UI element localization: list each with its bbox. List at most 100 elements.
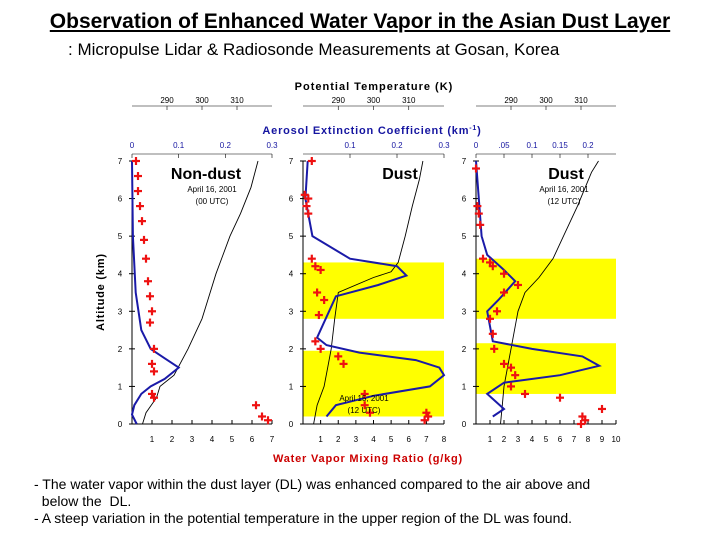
y-tick-label: 6: [462, 195, 467, 204]
mixing-ratio-marker: [134, 172, 142, 181]
mixing-ratio-marker: [136, 202, 144, 211]
bullet-1: - The water vapor within the dust layer …: [34, 476, 591, 492]
panel-label: Dust: [548, 166, 584, 183]
mr-tick-label: 1: [488, 435, 493, 444]
mr-tick-label: 6: [558, 435, 563, 444]
mixing-ratio-marker: [360, 389, 369, 398]
y-tick-label: 3: [118, 307, 123, 316]
pt-tick-label: 300: [539, 96, 553, 105]
y-tick-label: 5: [289, 232, 294, 241]
mixing-ratio-marker: [258, 412, 266, 421]
mixing-ratio-marker: [146, 292, 154, 301]
mixing-ratio-marker: [320, 296, 329, 305]
mr-axis-title: Water Vapor Mixing Ratio (g/kg): [273, 453, 463, 465]
bullet-2: - A steep variation in the potential tem…: [34, 510, 573, 526]
mixing-ratio-marker: [132, 157, 140, 165]
mixing-ratio-marker: [307, 254, 316, 263]
panel-time: (12 UTC): [348, 406, 381, 415]
mixing-ratio-marker: [507, 382, 515, 391]
extinction-tick-label: 0.1: [526, 141, 538, 150]
mixing-ratio-marker: [479, 254, 487, 263]
mr-tick-label: 8: [442, 435, 447, 444]
mixing-ratio-marker: [488, 262, 497, 271]
mixing-ratio-marker: [307, 157, 316, 165]
mixing-ratio-marker: [521, 389, 529, 398]
y-tick-label: 6: [118, 195, 123, 204]
potential-temperature-line: [142, 160, 259, 425]
mixing-ratio-marker: [500, 359, 508, 368]
mixing-ratio-marker: [476, 220, 485, 229]
mr-tick-label: 3: [516, 435, 521, 444]
mixing-ratio-marker: [420, 416, 429, 425]
extinction-axis-title: Aerosol Extinction Coefficient (km-1): [262, 125, 481, 137]
mixing-ratio-marker: [577, 420, 585, 428]
panel-label: Dust: [382, 166, 418, 183]
pt-tick-label: 300: [367, 96, 381, 105]
slide-title: Observation of Enhanced Water Vapor in t…: [49, 10, 671, 33]
panel-date: April 16, 2001: [187, 185, 237, 194]
mr-tick-label: 6: [250, 435, 255, 444]
extinction-title-sup: -1: [469, 125, 477, 132]
mr-tick-label: 7: [424, 435, 429, 444]
panel-date: April 16, 2001: [539, 185, 589, 194]
mr-tick-label: 7: [572, 435, 577, 444]
mixing-ratio-marker: [148, 307, 156, 316]
mixing-ratio-marker: [264, 416, 272, 425]
extinction-tick-label: 0: [474, 141, 479, 150]
mixing-ratio-marker: [252, 401, 260, 410]
mixing-ratio-marker: [150, 367, 158, 376]
y-tick-label: 1: [289, 382, 294, 391]
extinction-tick-label: 0.2: [582, 141, 594, 150]
y-tick-label: 1: [462, 382, 467, 391]
extinction-line: [475, 160, 602, 418]
mixing-ratio-marker: [316, 344, 325, 353]
slide-subtitle: : Micropulse Lidar & Radiosonde Measurem…: [68, 40, 560, 59]
y-tick-label: 5: [118, 232, 123, 241]
mixing-ratio-marker: [598, 404, 606, 413]
y-tick-label: 3: [462, 307, 467, 316]
mr-tick-label: 5: [544, 435, 549, 444]
y-tick-label: 7: [289, 157, 294, 166]
mixing-ratio-marker: [146, 318, 154, 327]
panel-date: April 15, 2001: [339, 394, 389, 403]
mixing-ratio-marker: [493, 307, 501, 316]
pt-tick-label: 290: [160, 96, 174, 105]
mixing-ratio-marker: [581, 416, 590, 425]
mr-tick-label: 3: [190, 435, 195, 444]
bullet-1-continued: below the DL.: [34, 493, 132, 509]
panel-time: (12 UTC): [548, 197, 581, 206]
mr-tick-label: 1: [318, 435, 323, 444]
extinction-tick-label: 0.3: [438, 141, 450, 150]
extinction-line: [304, 160, 446, 418]
extinction-tick-label: 0.2: [391, 141, 403, 150]
extinction-line: [130, 160, 181, 425]
mixing-ratio-marker: [507, 363, 515, 372]
pt-tick-label: 310: [574, 96, 588, 105]
mixing-ratio-marker: [511, 371, 520, 380]
y-tick-label: 3: [289, 307, 294, 316]
mixing-ratio-marker: [311, 262, 320, 271]
bullet-list: - The water vapor within the dust layer …: [34, 476, 704, 527]
extinction-title-end: ): [477, 125, 481, 137]
mr-tick-label: 9: [600, 435, 605, 444]
mixing-ratio-marker: [311, 337, 320, 346]
mixing-ratio-marker: [314, 311, 323, 320]
panel-label: Non-dust: [171, 166, 242, 183]
mixing-ratio-marker: [486, 314, 494, 323]
mixing-ratio-marker: [138, 217, 146, 226]
y-tick-label: 2: [289, 345, 294, 354]
mr-tick-label: 8: [586, 435, 591, 444]
pt-tick-label: 310: [230, 96, 244, 105]
pt-tick-label: 310: [402, 96, 416, 105]
extinction-tick-label: 0.3: [266, 141, 278, 150]
mixing-ratio-marker: [514, 280, 522, 289]
y-tick-label: 4: [118, 270, 123, 279]
pt-tick-label: 290: [332, 96, 346, 105]
mr-tick-label: 1: [150, 435, 155, 444]
pt-axis-title: Potential Temperature (K): [295, 81, 454, 93]
extinction-tick-label: 0.1: [344, 141, 356, 150]
mr-tick-label: 4: [371, 435, 376, 444]
mixing-ratio-marker: [316, 265, 325, 274]
extinction-title-main: Aerosol Extinction Coefficient (km: [262, 125, 469, 137]
